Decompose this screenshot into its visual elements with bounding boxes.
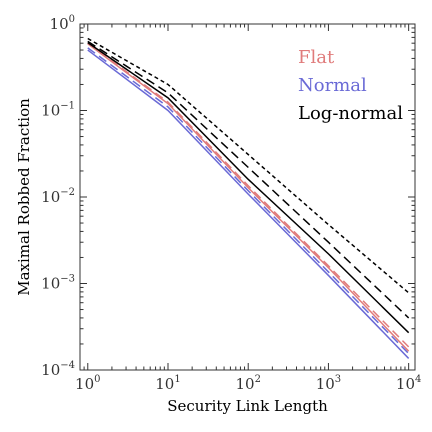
x-tick-label: 100 bbox=[75, 374, 100, 393]
y-tick-label-exponent: −4 bbox=[60, 360, 75, 371]
x-tick-label-base: 10 bbox=[316, 375, 335, 393]
y-tick-label-base: 10 bbox=[50, 15, 69, 33]
series-line-normal-solid bbox=[87, 49, 410, 359]
x-tick-label: 104 bbox=[396, 374, 421, 393]
legend-entry-normal: Normal bbox=[298, 75, 367, 96]
y-tick-label-exponent: −3 bbox=[60, 274, 75, 285]
series-layer bbox=[87, 37, 410, 359]
y-tick-label-exponent: −1 bbox=[60, 101, 75, 112]
x-tick-label-base: 10 bbox=[75, 375, 94, 393]
y-tick-label: 100 bbox=[50, 14, 75, 33]
x-tick-label: 102 bbox=[235, 374, 260, 393]
ticks-layer bbox=[79, 23, 415, 371]
x-tick-label-base: 10 bbox=[235, 375, 254, 393]
y-tick-label-exponent: −2 bbox=[60, 187, 75, 198]
series-line-log-normal-solid bbox=[87, 41, 410, 334]
legend-entry-log-normal: Log-normal bbox=[298, 103, 403, 124]
y-tick-label-exponent: 0 bbox=[69, 14, 75, 25]
y-tick-label-base: 10 bbox=[41, 188, 60, 206]
x-tick-label-exponent: 0 bbox=[94, 374, 100, 385]
series-line-flat-dashed bbox=[87, 42, 410, 348]
x-tick-label-exponent: 1 bbox=[174, 374, 180, 385]
y-tick-label: 10−4 bbox=[41, 360, 75, 379]
x-axis-label: Security Link Length bbox=[167, 397, 328, 415]
y-tick-label: 10−2 bbox=[41, 187, 75, 206]
x-tick-label-exponent: 2 bbox=[255, 374, 261, 385]
y-tick-label-base: 10 bbox=[41, 102, 60, 120]
legend: Flat Normal Log-normal bbox=[298, 47, 403, 124]
legend-entry-flat: Flat bbox=[298, 47, 335, 68]
y-tick-label-base: 10 bbox=[41, 275, 60, 293]
y-axis-label: Maximal Robbed Fraction bbox=[15, 98, 33, 296]
x-tick-label-base: 10 bbox=[155, 375, 174, 393]
x-tick-label: 101 bbox=[155, 374, 180, 393]
x-tick-label-base: 10 bbox=[396, 375, 415, 393]
x-tick-label-exponent: 3 bbox=[335, 374, 341, 385]
x-tick-label-exponent: 4 bbox=[415, 374, 421, 385]
series-line-flat-solid bbox=[87, 43, 410, 352]
series-line-log-normal-dotted bbox=[87, 37, 410, 294]
y-tick-label: 10−1 bbox=[41, 101, 75, 120]
series-line-log-normal-dashed bbox=[87, 40, 410, 319]
y-tick-label-base: 10 bbox=[41, 361, 60, 379]
series-line-normal-dashed bbox=[87, 47, 410, 355]
y-tick-label: 10−3 bbox=[41, 274, 75, 293]
x-tick-label: 103 bbox=[316, 374, 341, 393]
